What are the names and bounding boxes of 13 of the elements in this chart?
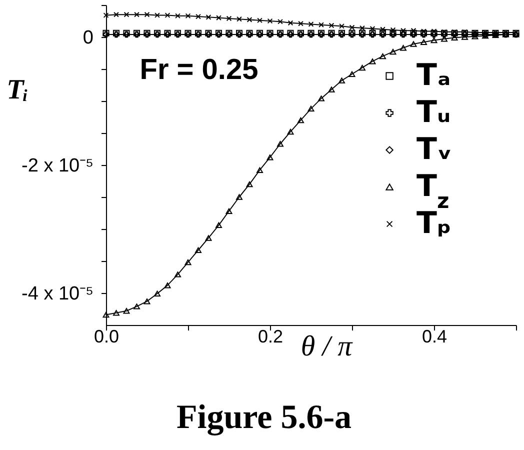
x-tick-label: 0.0 — [94, 326, 120, 346]
y-tick-label: 0 — [82, 28, 94, 48]
annotation: Fr = 0.25 — [140, 54, 258, 86]
legend-label: Tᵤ — [416, 95, 451, 130]
x-tick-label: 0.2 — [258, 326, 284, 346]
y-axis-title: Tᵢ — [6, 74, 28, 106]
x-axis-title: θ / π — [300, 330, 354, 362]
legend-label: Tₐ — [416, 58, 451, 93]
legend-label: Tᵥ — [416, 132, 452, 167]
y-tick-label: -4 x 10⁻⁵ — [22, 284, 94, 304]
y-tick-label: -2 x 10⁻⁵ — [22, 156, 94, 176]
text: Figure 5.6-a — [176, 399, 352, 436]
x-tick-label: 0.4 — [422, 326, 448, 346]
